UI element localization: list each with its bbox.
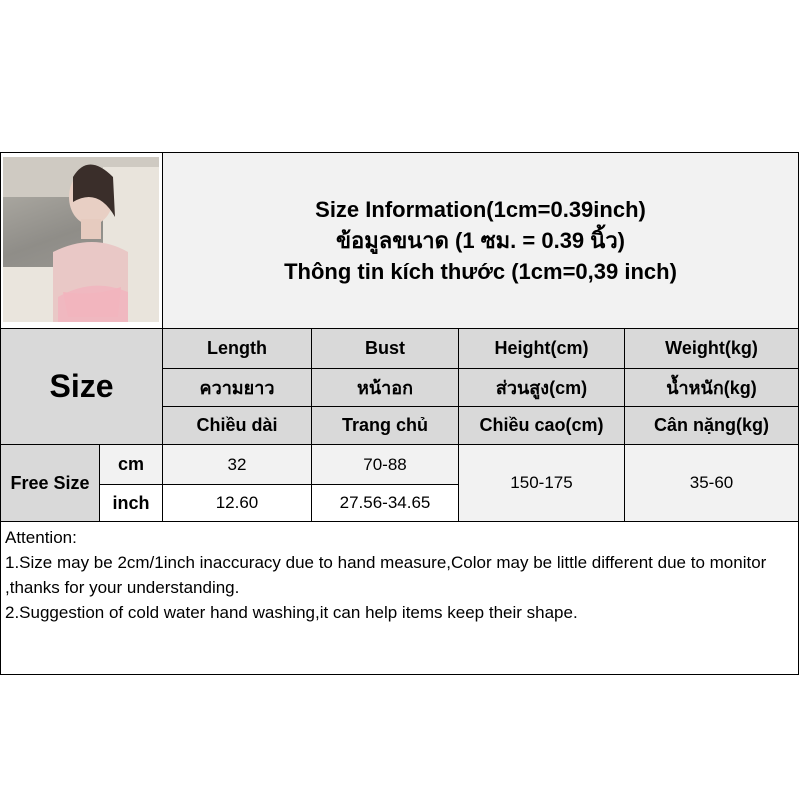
bust-inch-value: 27.56-34.65	[311, 484, 459, 522]
header-bust-en: Bust	[311, 328, 459, 369]
free-size-label: Free Size	[0, 444, 100, 522]
header-height-vi: Chiều cao(cm)	[458, 406, 625, 445]
header-height-th: ส่วนสูง(cm)	[458, 368, 625, 407]
attention-notes: Attention: 1.Size may be 2cm/1inch inacc…	[0, 521, 799, 675]
header-length-en: Length	[162, 328, 312, 369]
size-information-title: Size Information(1cm=0.39inch) ข้อมูลขนา…	[162, 152, 799, 329]
attention-note-2: 2.Suggestion of cold water hand washing,…	[5, 603, 578, 622]
header-bust-th: หน้าอก	[311, 368, 459, 407]
header-weight-th: น้ำหนัก(kg)	[624, 368, 799, 407]
height-value: 150-175	[458, 444, 625, 522]
size-header: Size	[0, 328, 163, 445]
title-vietnamese: Thông tin kích thước (1cm=0,39 inch)	[284, 259, 677, 284]
title-english: Size Information(1cm=0.39inch)	[315, 197, 646, 222]
header-weight-vi: Cân nặng(kg)	[624, 406, 799, 445]
weight-value: 35-60	[624, 444, 799, 522]
product-photo	[3, 157, 159, 322]
length-inch-value: 12.60	[162, 484, 312, 522]
attention-heading: Attention:	[5, 528, 77, 547]
header-bust-vi: Trang chủ	[311, 406, 459, 445]
bust-cm-value: 70-88	[311, 444, 459, 485]
title-thai: ข้อมูลขนาด (1 ซม. = 0.39 นิ้ว)	[335, 228, 625, 253]
unit-inch-label: inch	[99, 484, 163, 522]
header-length-vi: Chiều dài	[162, 406, 312, 445]
header-length-th: ความยาว	[162, 368, 312, 407]
header-weight-en: Weight(kg)	[624, 328, 799, 369]
header-height-en: Height(cm)	[458, 328, 625, 369]
unit-cm-label: cm	[99, 444, 163, 485]
attention-note-1: 1.Size may be 2cm/1inch inaccuracy due t…	[5, 553, 767, 597]
length-cm-value: 32	[162, 444, 312, 485]
